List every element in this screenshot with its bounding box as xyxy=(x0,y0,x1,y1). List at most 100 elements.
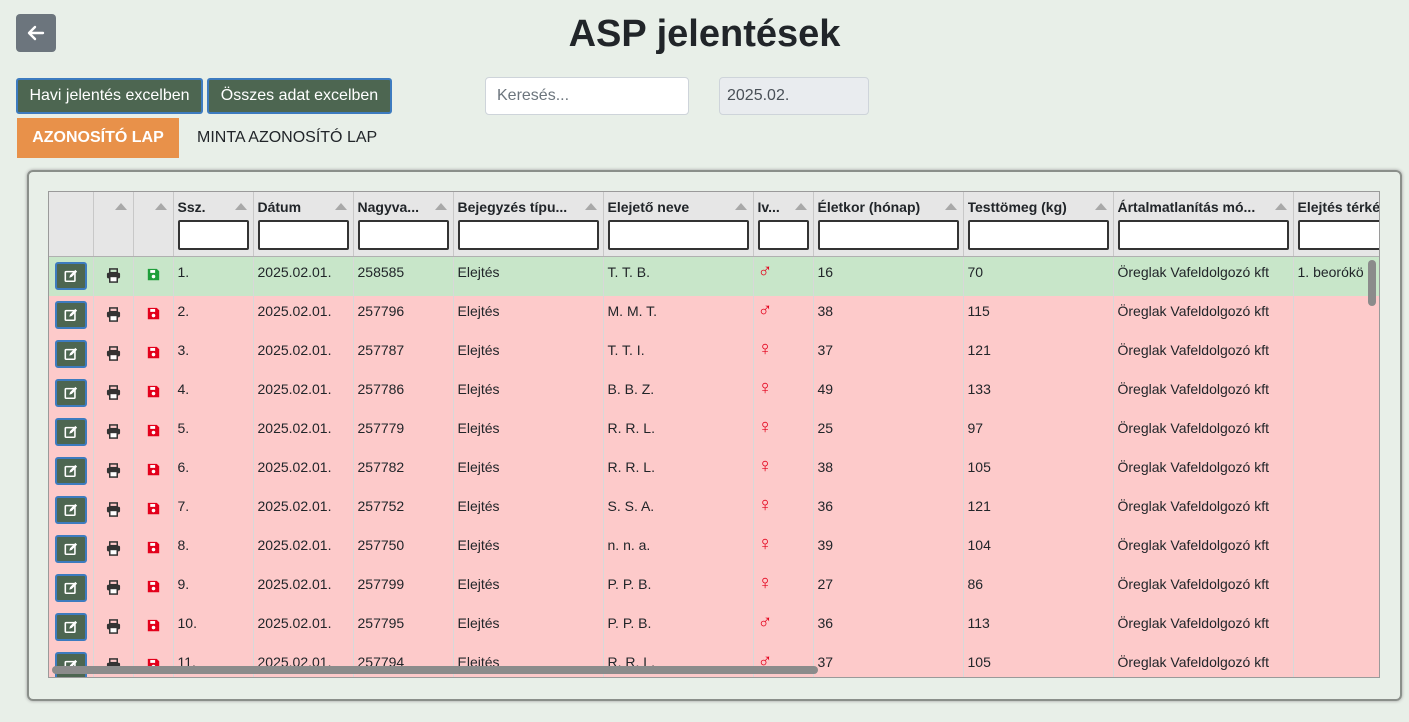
sex-symbol: ♀ xyxy=(757,532,773,555)
edit-button[interactable] xyxy=(54,573,87,602)
sex-symbol: ♂ xyxy=(757,260,773,282)
table-cell: 2025.02.01. xyxy=(253,373,354,413)
table-row: 2. 2025.02.01. 257796 Elejtés M. M. T. ♂ 38 115… xyxy=(49,295,1379,335)
filter-input[interactable] xyxy=(177,220,249,250)
edit-cell xyxy=(49,256,94,296)
edit-button[interactable] xyxy=(54,456,87,485)
vertical-scroll-thumb[interactable] xyxy=(1368,260,1376,306)
sort-arrow[interactable] xyxy=(794,203,807,210)
sort-arrow[interactable] xyxy=(944,203,957,210)
table-row: 1. 2025.02.01. 258585 Elejtés T. T. B. ♂ 16 70 Ö… xyxy=(49,256,1379,296)
table-cell: 37 xyxy=(813,334,964,374)
sex-cell: ♂ xyxy=(753,256,814,296)
edit-button[interactable] xyxy=(54,378,87,407)
save-cell xyxy=(133,607,174,647)
table-cell: Öreglak Vafeldolgozó kft xyxy=(1113,373,1294,413)
filter-input[interactable] xyxy=(457,220,599,250)
print-cell xyxy=(93,568,134,608)
edit-button[interactable] xyxy=(54,262,87,290)
filter-input[interactable] xyxy=(757,220,809,250)
table-cell: Öreglak Vafeldolgozó kft xyxy=(1113,646,1294,677)
print-cell xyxy=(93,295,134,335)
sort-arrow[interactable] xyxy=(584,203,597,210)
edit-button[interactable] xyxy=(54,612,87,641)
sort-arrow[interactable] xyxy=(334,203,347,210)
column-title[interactable]: Elejető neve xyxy=(607,199,690,215)
column-title[interactable]: Elejtés térké xyxy=(1297,199,1380,215)
back-button[interactable] xyxy=(16,14,56,52)
vertical-scrollbar[interactable] xyxy=(1366,258,1378,662)
column-title[interactable]: Ssz. xyxy=(177,199,206,215)
tab[interactable]: MINTA AZONOSÍTÓ LAP xyxy=(197,129,378,146)
edit-button[interactable] xyxy=(54,417,87,446)
sort-arrow[interactable] xyxy=(114,203,127,210)
all-data-excel-button[interactable]: Összes adat excelben xyxy=(207,78,392,114)
table-cell: Öreglak Vafeldolgozó kft xyxy=(1113,334,1294,374)
period-field: 2025.02. xyxy=(719,77,869,115)
table-cell: R. R. L. xyxy=(603,451,754,491)
column-title[interactable]: Életkor (hónap) xyxy=(817,199,921,215)
save-icon xyxy=(147,424,159,436)
save-cell xyxy=(133,334,174,374)
sex-symbol: ♀ xyxy=(757,337,773,360)
table-cell: P. P. B. xyxy=(603,568,754,608)
table-cell: 2025.02.01. xyxy=(253,568,354,608)
table-body: 1. 2025.02.01. 258585 Elejtés T. T. B. ♂ 16 70 Ö… xyxy=(49,256,1379,677)
column-title[interactable]: Ártalmatlanítás mó... xyxy=(1117,199,1256,215)
save-cell xyxy=(133,451,174,491)
sort-arrow[interactable] xyxy=(154,203,167,210)
search-input[interactable]: Keresés... xyxy=(485,77,689,115)
print-icon xyxy=(106,345,120,361)
edit-icon xyxy=(64,464,77,477)
horizontal-scroll-thumb[interactable] xyxy=(52,666,818,674)
table-cell: 97 xyxy=(963,412,1114,452)
table-cell: T. T. B. xyxy=(603,256,754,296)
filter-input[interactable] xyxy=(607,220,749,250)
sex-symbol: ♂ xyxy=(757,298,773,321)
edit-button[interactable] xyxy=(54,495,87,524)
filter-input[interactable] xyxy=(1297,220,1379,250)
save-cell xyxy=(133,295,174,335)
sex-symbol: ♀ xyxy=(757,415,773,438)
edit-cell xyxy=(49,529,94,569)
sort-arrow[interactable] xyxy=(734,203,747,210)
table-cell: 257799 xyxy=(353,568,454,608)
filter-input[interactable] xyxy=(817,220,959,250)
filter-input[interactable] xyxy=(257,220,349,250)
column-title[interactable]: Testtömeg (kg) xyxy=(967,199,1067,215)
column-title[interactable]: Bejegyzés típu... xyxy=(457,199,568,215)
data-grid: Ssz. Dátum Nagyva... Bejegyzés típu... Eleje… xyxy=(48,191,1380,678)
sort-arrow[interactable] xyxy=(434,203,447,210)
filter-input[interactable] xyxy=(967,220,1109,250)
print-icon xyxy=(106,268,120,283)
sex-cell: ♀ xyxy=(753,373,814,413)
tab-active[interactable]: AZONOSÍTÓ LAP xyxy=(17,118,179,158)
sex-symbol: ♀ xyxy=(757,376,773,399)
edit-button[interactable] xyxy=(54,651,87,677)
edit-button[interactable] xyxy=(54,300,87,329)
edit-button[interactable] xyxy=(54,339,87,368)
monthly-excel-button[interactable]: Havi jelentés excelben xyxy=(16,78,203,114)
table-cell xyxy=(1293,451,1379,491)
table-cell: 133 xyxy=(963,373,1114,413)
table-cell: 1. xyxy=(173,256,254,296)
sex-symbol: ♀ xyxy=(757,493,773,516)
column-title[interactable]: Dátum xyxy=(257,199,302,215)
filter-input[interactable] xyxy=(357,220,449,250)
print-cell xyxy=(93,334,134,374)
table-row: 7. 2025.02.01. 257752 Elejtés S. S. A. ♀ 36 121… xyxy=(49,490,1379,530)
edit-cell xyxy=(49,373,94,413)
print-icon xyxy=(106,618,120,634)
save-cell xyxy=(133,529,174,569)
page-title: ASP jelentések xyxy=(568,13,841,55)
column-title[interactable]: Iv... xyxy=(757,199,780,215)
sort-arrow[interactable] xyxy=(1094,203,1107,210)
table-cell: 2025.02.01. xyxy=(253,529,354,569)
sort-arrow[interactable] xyxy=(234,203,247,210)
table-cell: T. T. I. xyxy=(603,334,754,374)
sex-cell: ♀ xyxy=(753,490,814,530)
edit-button[interactable] xyxy=(54,534,87,563)
sort-arrow[interactable] xyxy=(1274,203,1287,210)
filter-input[interactable] xyxy=(1117,220,1289,250)
column-title[interactable]: Nagyva... xyxy=(357,199,419,215)
